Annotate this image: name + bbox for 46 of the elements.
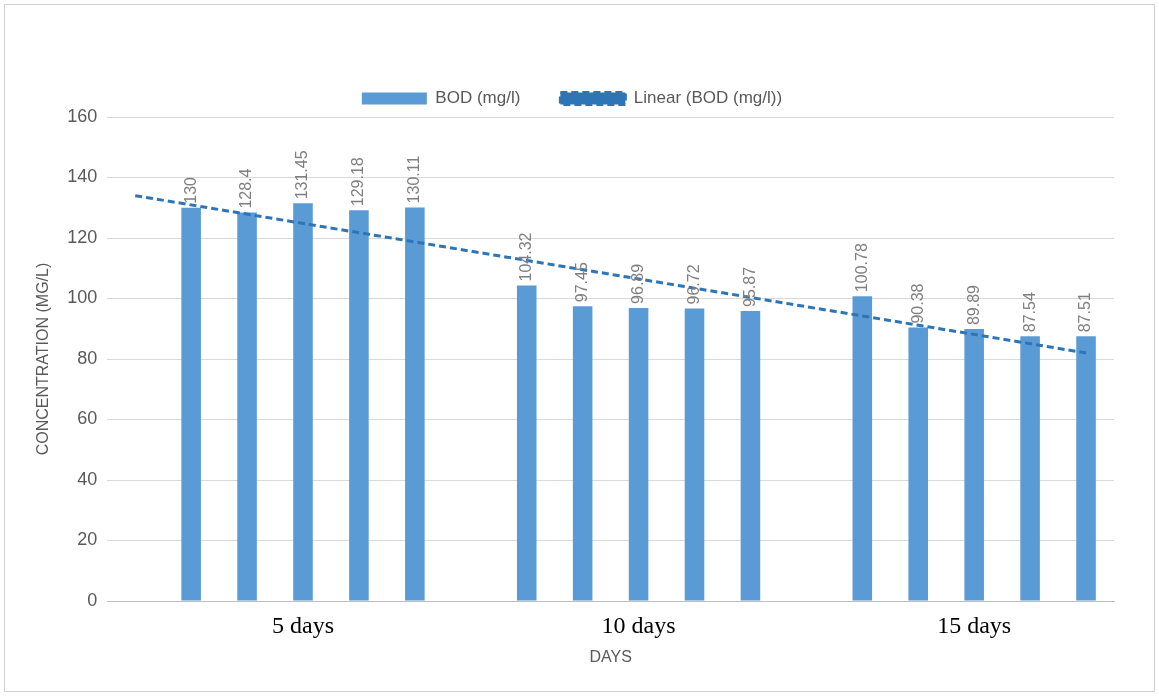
bar [237, 212, 257, 601]
y-tick-label: 100 [67, 287, 98, 308]
data-label: 104.32 [517, 232, 535, 282]
y-axis-title: CONCENTRATION (MG/L) [34, 262, 52, 456]
data-label: 96.72 [684, 264, 702, 305]
bar [405, 207, 425, 601]
x-tick-label: 5 days [271, 611, 334, 638]
bar [852, 296, 873, 601]
y-tick-label: 60 [77, 408, 98, 429]
y-tick-label: 0 [87, 589, 98, 610]
data-label: 96.89 [628, 263, 646, 304]
legend-label: Linear (BOD (mg/l)) [633, 88, 783, 108]
data-label: 87.51 [1076, 292, 1094, 333]
x-tick-label: 10 days [601, 611, 676, 638]
bar [964, 329, 984, 601]
data-label: 128.4 [237, 168, 255, 209]
bar [572, 306, 593, 601]
y-tick-label: 40 [77, 468, 98, 489]
bar [740, 310, 761, 601]
data-label: 97.45 [573, 262, 591, 303]
y-tick-label: 80 [77, 347, 98, 368]
data-label: 131.45 [293, 150, 311, 200]
data-label: 90.38 [908, 283, 926, 324]
y-tick-label: 120 [67, 226, 98, 247]
bar [1020, 336, 1040, 601]
bar [628, 307, 649, 601]
bar [349, 210, 369, 601]
y-tick-label: 160 [67, 105, 98, 126]
data-label: 130.11 [405, 155, 423, 204]
data-label: 129.18 [349, 157, 367, 207]
bar [293, 203, 313, 601]
bar [1076, 336, 1096, 601]
bar [181, 207, 201, 601]
y-tick-label: 20 [77, 529, 98, 550]
data-label: 95.87 [740, 266, 758, 307]
bar [908, 327, 929, 601]
bar [516, 285, 537, 601]
bar [684, 308, 705, 601]
data-label: 89.89 [964, 284, 982, 326]
legend-label: BOD (mg/l) [435, 88, 521, 108]
data-label: 87.54 [1020, 292, 1038, 333]
data-label: 100.78 [852, 243, 870, 293]
x-axis-title: DAYS [589, 647, 632, 665]
y-tick-label: 140 [67, 166, 98, 187]
x-tick-label: 15 days [937, 611, 1012, 638]
data-label: 130 [181, 176, 199, 204]
